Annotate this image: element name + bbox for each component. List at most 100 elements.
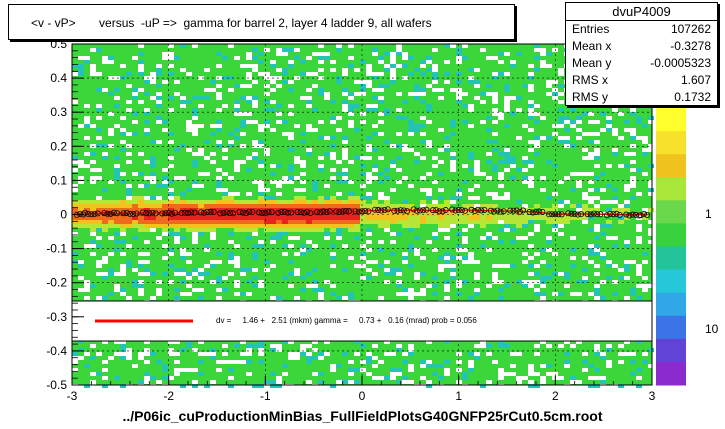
heatmap-cell bbox=[222, 224, 228, 228]
heatmap-cell bbox=[594, 176, 600, 180]
heatmap-cell bbox=[90, 180, 96, 184]
heatmap-cell bbox=[504, 160, 510, 164]
heatmap-cell bbox=[360, 80, 366, 84]
heatmap-cell bbox=[234, 204, 240, 208]
heatmap-cell bbox=[204, 96, 210, 100]
heatmap-cell bbox=[408, 216, 414, 220]
heatmap-cell bbox=[540, 64, 546, 68]
heatmap-cell bbox=[582, 276, 588, 280]
heatmap-cell bbox=[186, 216, 192, 220]
heatmap-cell bbox=[180, 248, 186, 252]
heatmap-cell bbox=[498, 228, 504, 232]
heatmap-cell bbox=[372, 88, 378, 92]
heatmap-cell bbox=[270, 108, 276, 112]
heatmap-cell bbox=[144, 92, 150, 96]
palette-swatch bbox=[656, 361, 686, 386]
heatmap-cell bbox=[90, 216, 96, 220]
profile-point bbox=[397, 207, 404, 214]
heatmap-cell bbox=[276, 212, 282, 216]
heatmap-cell bbox=[468, 224, 474, 228]
heatmap-cell bbox=[492, 120, 498, 124]
heatmap-cell bbox=[108, 268, 114, 272]
heatmap-cell bbox=[264, 200, 270, 204]
heatmap-cell bbox=[582, 352, 588, 356]
heatmap-cell bbox=[546, 344, 552, 348]
heatmap-cell bbox=[312, 84, 318, 88]
heatmap-cell bbox=[558, 272, 564, 276]
heatmap-cell bbox=[492, 280, 498, 284]
profile-point bbox=[217, 210, 224, 217]
heatmap-cell bbox=[468, 104, 474, 108]
heatmap-cell bbox=[492, 132, 498, 136]
heatmap-cell bbox=[450, 256, 456, 260]
heatmap-cell bbox=[348, 96, 354, 100]
heatmap-cell bbox=[354, 224, 360, 228]
heatmap-cell bbox=[546, 52, 552, 56]
heatmap-cell bbox=[168, 224, 174, 228]
heatmap-cell bbox=[384, 112, 390, 116]
heatmap-cell bbox=[138, 280, 144, 284]
heatmap-cell bbox=[168, 208, 174, 212]
heatmap-cell bbox=[300, 204, 306, 208]
heatmap-cell bbox=[558, 124, 564, 128]
heatmap-cell bbox=[504, 192, 510, 196]
heatmap-cell bbox=[270, 64, 276, 68]
heatmap-cell bbox=[228, 384, 234, 388]
profile-point bbox=[130, 211, 137, 218]
heatmap-cell bbox=[90, 252, 96, 256]
profile-point bbox=[468, 206, 475, 213]
heatmap-cell bbox=[150, 296, 156, 300]
heatmap-cell bbox=[600, 384, 606, 388]
heatmap-cell bbox=[642, 260, 648, 264]
heatmap-cell bbox=[324, 208, 330, 212]
heatmap-cell bbox=[564, 360, 570, 364]
heatmap-cell bbox=[462, 92, 468, 96]
heatmap-cell bbox=[582, 220, 588, 224]
heatmap-cell bbox=[504, 156, 510, 160]
heatmap-cell bbox=[546, 276, 552, 280]
heatmap-cell bbox=[486, 116, 492, 120]
heatmap-cell bbox=[480, 216, 486, 220]
heatmap-cell bbox=[150, 352, 156, 356]
heatmap-cell bbox=[102, 56, 108, 60]
heatmap-cell bbox=[246, 120, 252, 124]
heatmap-cell bbox=[504, 148, 510, 152]
heatmap-cell bbox=[174, 240, 180, 244]
heatmap-cell bbox=[444, 228, 450, 232]
heatmap-cell bbox=[414, 92, 420, 96]
heatmap-cell bbox=[408, 244, 414, 248]
heatmap-cell bbox=[312, 228, 318, 232]
heatmap-cell bbox=[204, 200, 210, 204]
heatmap-cell bbox=[306, 100, 312, 104]
profile-point bbox=[249, 208, 256, 215]
heatmap-cell bbox=[354, 196, 360, 200]
heatmap-cell bbox=[384, 168, 390, 172]
heatmap-cell bbox=[456, 80, 462, 84]
heatmap-cell bbox=[534, 204, 540, 208]
heatmap-cell bbox=[618, 164, 624, 168]
heatmap-cell bbox=[264, 212, 270, 216]
heatmap-cell bbox=[264, 84, 270, 88]
heatmap-cell bbox=[108, 132, 114, 136]
heatmap-cell bbox=[408, 224, 414, 228]
heatmap-cell bbox=[558, 136, 564, 140]
heatmap-cell bbox=[534, 288, 540, 292]
heatmap-cell bbox=[342, 380, 348, 384]
heatmap-cell bbox=[588, 252, 594, 256]
heatmap-cell bbox=[540, 260, 546, 264]
heatmap-cell bbox=[210, 216, 216, 220]
heatmap-cell bbox=[384, 216, 390, 220]
heatmap-cell bbox=[516, 376, 522, 380]
heatmap-cell bbox=[372, 220, 378, 224]
heatmap-cell bbox=[192, 236, 198, 240]
heatmap-cell bbox=[438, 160, 444, 164]
heatmap-cell bbox=[492, 108, 498, 112]
heatmap-cell bbox=[408, 248, 414, 252]
heatmap-cell bbox=[294, 228, 300, 232]
heatmap-cell bbox=[498, 372, 504, 376]
z-tick-label: 1 bbox=[705, 207, 712, 221]
heatmap-cell bbox=[402, 376, 408, 380]
heatmap-cell bbox=[162, 244, 168, 248]
heatmap-cell bbox=[408, 212, 414, 216]
heatmap-cell bbox=[240, 84, 246, 88]
